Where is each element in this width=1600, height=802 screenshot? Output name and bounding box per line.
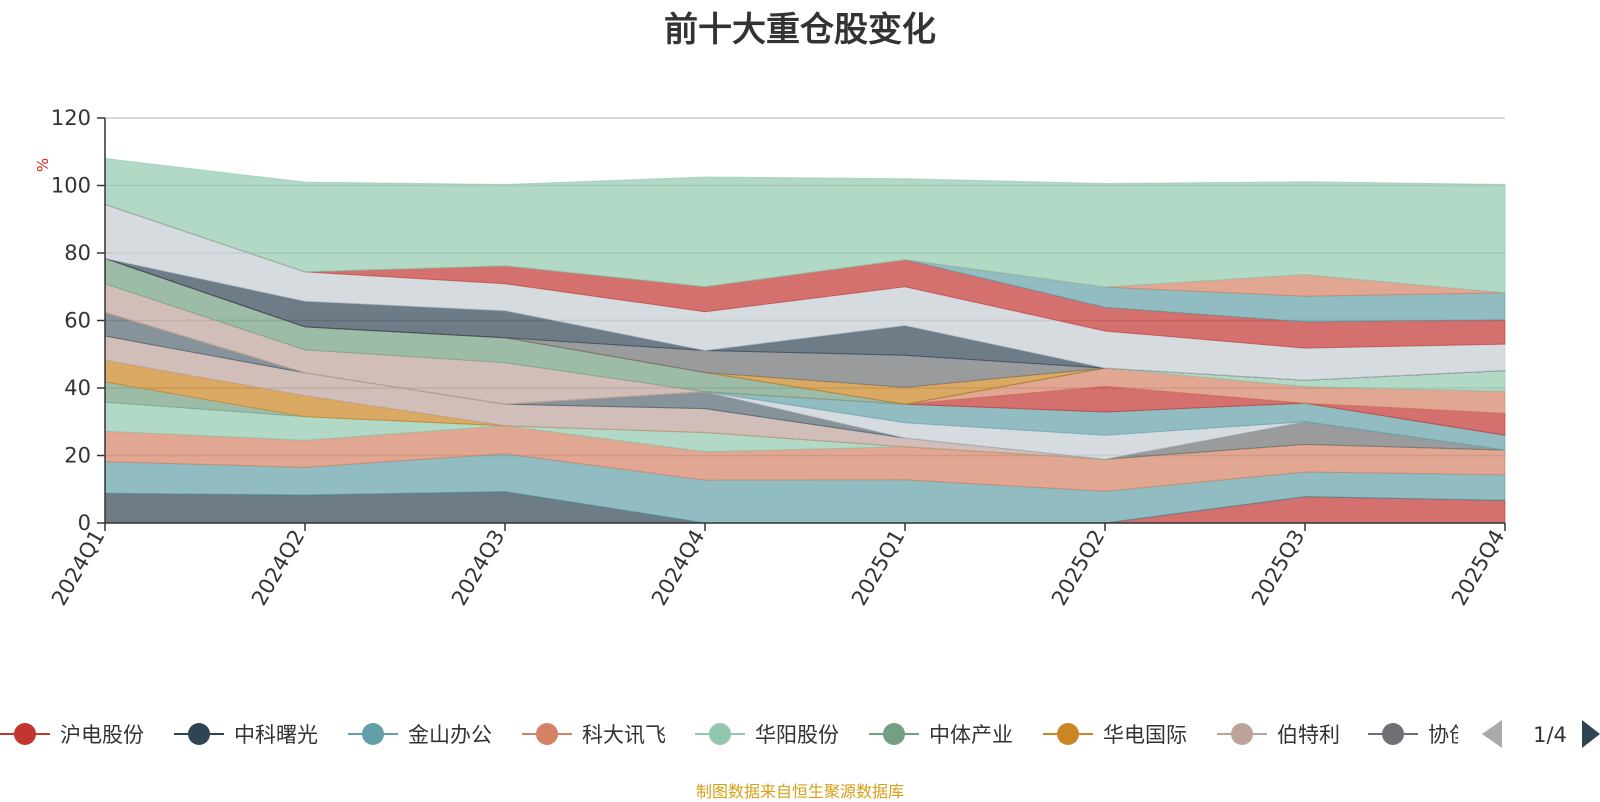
x-tick-label-2024Q2: 2024Q2: [247, 526, 309, 610]
legend-marker-icon: [362, 723, 384, 745]
legend-next-icon[interactable]: [1582, 720, 1600, 748]
legend-item-7[interactable]: 华电国际: [1043, 723, 1187, 747]
legend-item-4[interactable]: 科大讯飞: [522, 723, 666, 747]
legend-item-3[interactable]: 金山办公: [348, 723, 492, 747]
legend-label: 中体产业: [929, 723, 1013, 747]
legend-item-8[interactable]: 伯特利: [1217, 723, 1340, 747]
source-note: 制图数据来自恒生聚源数据库: [695, 782, 904, 801]
legend-item-6[interactable]: 中体产业: [869, 723, 1013, 747]
legend-item-2[interactable]: 中科曙光: [174, 723, 318, 747]
area-series-26[interactable]: [104, 157, 1506, 294]
legend-marker-icon: [1382, 723, 1404, 745]
x-tick-label-2025Q2: 2025Q2: [1047, 526, 1109, 610]
legend-marker-icon: [709, 723, 731, 745]
legend-label: 科大讯飞: [582, 723, 666, 747]
y-tick-label-60: 60: [64, 309, 91, 333]
legend-item-5[interactable]: 华阳股份: [695, 723, 839, 747]
legend-item-9[interactable]: 协创数据: [1368, 723, 1512, 747]
legend-label: 中科曙光: [234, 723, 318, 747]
legend-marker-icon: [14, 723, 36, 745]
x-tick-label-2025Q3: 2025Q3: [1247, 526, 1309, 610]
x-tick-label-2025Q4: 2025Q4: [1447, 526, 1509, 610]
legend-label: 协创数据: [1428, 723, 1512, 747]
x-tick-label-2024Q4: 2024Q4: [647, 526, 709, 610]
y-axis-unit-label: %: [34, 158, 52, 172]
y-tick-label-20: 20: [64, 444, 91, 468]
y-tick-label-120: 120: [51, 106, 91, 130]
x-tick-label-2025Q1: 2025Q1: [847, 526, 909, 610]
legend-label: 金山办公: [408, 723, 492, 747]
legend-marker-icon: [883, 723, 905, 745]
legend-label: 伯特利: [1277, 723, 1340, 747]
y-tick-label-40: 40: [64, 376, 91, 400]
x-tick-label-2024Q3: 2024Q3: [447, 526, 509, 610]
legend: 沪电股份 中科曙光 金山办公 科大讯飞 华阳股份 中体产业 华电国际 伯特利 协创数据 1/4: [0, 720, 1600, 748]
legend-label: 沪电股份: [60, 723, 144, 747]
legend-marker-icon: [1057, 723, 1079, 745]
area-series-group: [104, 157, 1506, 524]
legend-page-indicator: 1/4: [1533, 723, 1567, 747]
chart-title: 前十大重仓股变化: [664, 10, 936, 50]
legend-label: 华阳股份: [755, 723, 839, 747]
legend-prev-icon[interactable]: [1482, 720, 1502, 748]
y-tick-label-100: 100: [51, 174, 91, 198]
legend-item-1[interactable]: 沪电股份: [0, 723, 144, 747]
legend-marker-icon: [1231, 723, 1253, 745]
y-tick-label-80: 80: [64, 241, 91, 265]
legend-label: 华电国际: [1103, 723, 1187, 747]
legend-marker-icon: [188, 723, 210, 745]
legend-items: 沪电股份 中科曙光 金山办公 科大讯飞 华阳股份 中体产业 华电国际 伯特利 协创数据: [0, 723, 1512, 747]
x-tick-label-2024Q1: 2024Q1: [47, 526, 109, 610]
y-tick-label-0: 0: [78, 511, 91, 535]
legend-marker-icon: [536, 723, 558, 745]
